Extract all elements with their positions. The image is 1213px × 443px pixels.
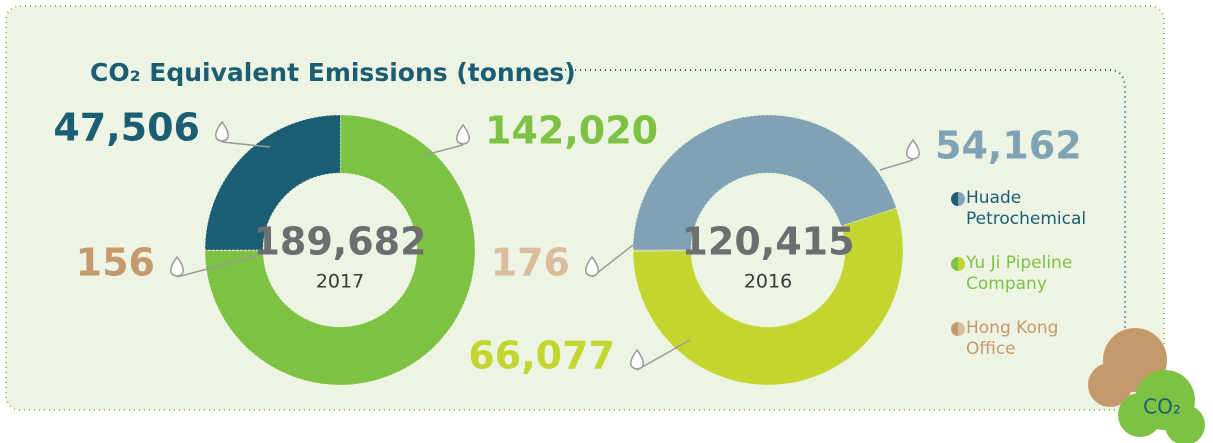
value-label: 66,077 [468, 334, 615, 378]
leader-line [221, 141, 271, 148]
legend-entry: Huade Petrochemical [966, 188, 1087, 229]
center-total: 189,682 [253, 220, 426, 264]
center-total: 120,415 [681, 220, 854, 264]
frame-line [560, 69, 1126, 410]
donut-segment [632, 249, 692, 252]
donut-segment [632, 114, 897, 251]
drop-icon [630, 348, 644, 370]
drop-icon [585, 255, 599, 277]
donut-segment [204, 114, 476, 386]
donut-segment [204, 249, 264, 251]
icon-label: CO₂ [1143, 395, 1181, 419]
drop-icon [215, 120, 229, 142]
value-label: 54,162 [935, 124, 1082, 168]
donut-segment [204, 114, 341, 251]
drop-icon [456, 123, 470, 145]
legend-icon [958, 257, 965, 271]
center-year: 2016 [744, 271, 792, 293]
value-label: 142,020 [485, 109, 658, 153]
drop-icon [906, 138, 920, 160]
legend-icon [951, 192, 958, 206]
donut-segment [632, 207, 904, 386]
leader-line [424, 144, 464, 156]
co2-icon: CO₂ [1088, 328, 1205, 443]
leader-line [176, 254, 261, 278]
leader-line [879, 159, 914, 171]
value-label: 47,506 [53, 106, 200, 150]
center-year: 2017 [316, 271, 364, 293]
legend-icon [958, 192, 965, 206]
legend-entry: Yu Ji Pipeline Company [966, 253, 1073, 294]
drop-icon [170, 255, 184, 277]
legend-icon [951, 257, 958, 271]
legend-icon [958, 322, 965, 336]
chart-title: CO₂ Equivalent Emissions (tonnes) [90, 58, 576, 87]
value-label: 176 [491, 241, 570, 285]
leader-line [636, 339, 691, 371]
legend-icon [951, 322, 958, 336]
legend-entry: Hong Kong Office [966, 318, 1059, 359]
value-label: 156 [76, 241, 155, 285]
